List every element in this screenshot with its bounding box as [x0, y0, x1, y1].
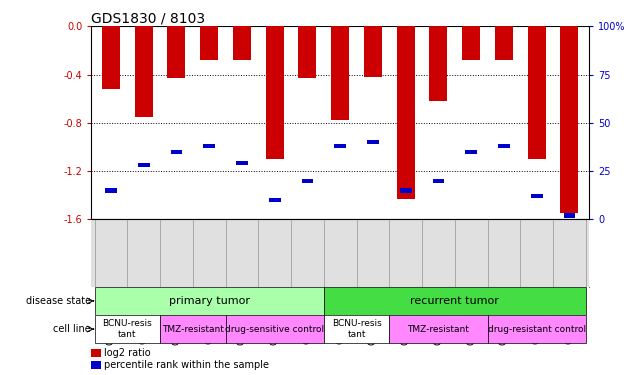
Bar	[324, 287, 586, 315]
Bar	[94, 287, 324, 315]
Bar	[466, 150, 477, 154]
Text: log2 ratio: log2 ratio	[104, 348, 151, 358]
Bar	[433, 178, 444, 183]
Bar	[266, 26, 284, 159]
Bar	[236, 161, 248, 165]
Bar	[269, 198, 280, 202]
Bar	[331, 26, 349, 120]
Bar	[102, 26, 120, 89]
Text: BCNU-resis
tant: BCNU-resis tant	[332, 320, 381, 339]
Bar	[528, 26, 546, 159]
Bar	[302, 178, 313, 183]
Bar	[561, 26, 578, 213]
Text: TMZ-resistant: TMZ-resistant	[408, 324, 469, 334]
Bar	[171, 150, 182, 154]
Bar	[91, 361, 101, 369]
Bar	[389, 315, 488, 343]
Bar	[531, 194, 542, 198]
Bar	[488, 315, 586, 343]
Bar	[203, 144, 215, 148]
Bar	[430, 26, 447, 101]
Bar	[94, 315, 160, 343]
Bar	[160, 315, 226, 343]
Text: drug-resistant control: drug-resistant control	[488, 324, 586, 334]
Bar	[233, 26, 251, 60]
Bar	[498, 144, 510, 148]
Bar	[324, 315, 389, 343]
Bar	[564, 213, 575, 217]
Bar	[367, 140, 379, 144]
Text: drug-sensitive control: drug-sensitive control	[225, 324, 324, 334]
Bar	[462, 26, 480, 60]
Bar	[299, 26, 316, 78]
Text: TMZ-resistant: TMZ-resistant	[162, 324, 224, 334]
Bar	[168, 26, 185, 78]
Text: BCNU-resis
tant: BCNU-resis tant	[103, 320, 152, 339]
Bar	[138, 163, 149, 167]
Text: cell line: cell line	[53, 324, 91, 334]
Bar	[135, 26, 152, 117]
Text: percentile rank within the sample: percentile rank within the sample	[104, 360, 269, 370]
Text: primary tumor: primary tumor	[169, 296, 249, 306]
Bar	[91, 349, 101, 357]
Bar	[226, 315, 324, 343]
Bar	[105, 188, 117, 192]
Bar	[397, 26, 415, 199]
Bar	[200, 26, 218, 60]
Bar	[335, 144, 346, 148]
Text: disease state: disease state	[26, 296, 91, 306]
Bar	[400, 188, 411, 192]
Text: GDS1830 / 8103: GDS1830 / 8103	[91, 11, 205, 25]
Bar	[364, 26, 382, 77]
Bar	[495, 26, 513, 60]
Text: recurrent tumor: recurrent tumor	[410, 296, 499, 306]
